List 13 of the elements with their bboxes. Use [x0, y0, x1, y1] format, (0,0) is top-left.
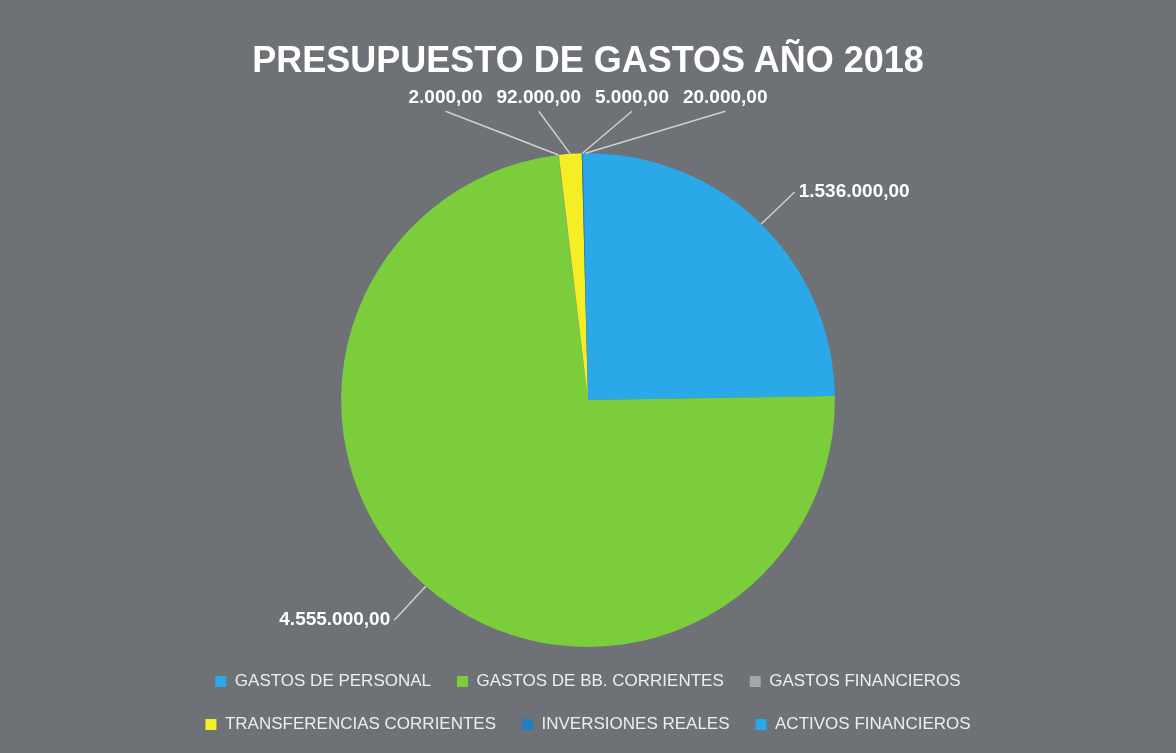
- legend-label: GASTOS FINANCIEROS: [769, 671, 961, 691]
- data-label: 4.555.000,00: [279, 608, 391, 630]
- data-label: 5.000,00: [595, 86, 669, 108]
- legend-label: GASTOS DE PERSONAL: [234, 671, 432, 691]
- legend-label: GASTOS DE BB. CORRIENTES: [476, 671, 724, 691]
- chart-title: PRESUPUESTO DE GASTOS AÑO 2018: [252, 37, 924, 80]
- legend-label: ACTIVOS FINANCIEROS: [775, 714, 971, 734]
- legend-label: INVERSIONES REALES: [541, 714, 730, 734]
- data-label: 92.000,00: [496, 86, 582, 108]
- data-label: 2.000,00: [408, 86, 483, 108]
- legend-label: TRANSFERENCIAS CORRIENTES: [224, 714, 497, 734]
- data-label: 20.000,00: [682, 86, 768, 108]
- data-label: 1.536.000,00: [798, 180, 910, 202]
